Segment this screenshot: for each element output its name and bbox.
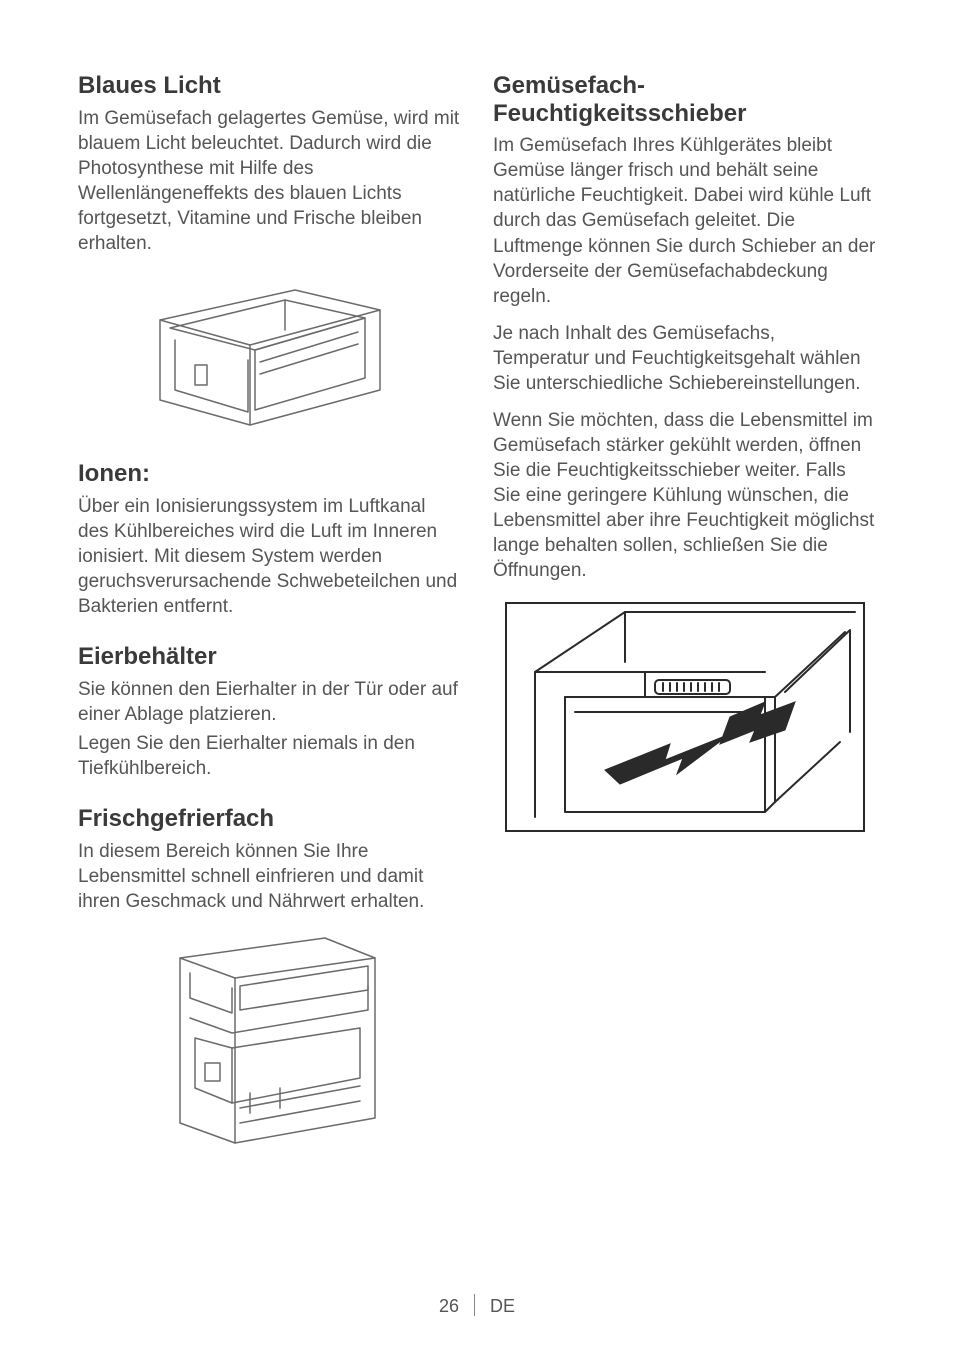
figure-humidity-slider xyxy=(493,602,876,832)
drawer-illustration-icon xyxy=(140,270,400,450)
figure-drawer-1 xyxy=(78,270,461,450)
humidity-slider-illustration-icon xyxy=(505,602,865,832)
heading-blaues-licht: Blaues Licht xyxy=(78,72,461,100)
footer-divider-icon xyxy=(474,1294,475,1316)
body-frischgefrierfach: In diesem Bereich können Sie Ihre Lebens… xyxy=(78,839,461,914)
heading-frischgefrierfach: Frischgefrierfach xyxy=(78,805,461,833)
body-blaues-licht: Im Gemüsefach gelagertes Gemüse, wird mi… xyxy=(78,106,461,256)
arrow-icon xyxy=(605,702,795,784)
left-column: Blaues Licht Im Gemüsefach gelagertes Ge… xyxy=(78,72,461,1158)
figure-freezer-compartment xyxy=(78,928,461,1148)
freezer-illustration-icon xyxy=(150,928,390,1148)
body-feuchtigkeitsschieber-1: Im Gemüsefach Ihres Kühlgerätes bleibt G… xyxy=(493,133,876,309)
heading-eierbehaelter: Eierbehälter xyxy=(78,643,461,671)
body-feuchtigkeitsschieber-3: Wenn Sie möchten, dass die Lebensmittel … xyxy=(493,408,876,584)
body-feuchtigkeitsschieber-2: Je nach Inhalt des Gemüsefachs, Temperat… xyxy=(493,321,876,396)
body-eierbehaelter-2: Legen Sie den Eierhalter niemals in den … xyxy=(78,731,461,781)
body-ionen: Über ein Ionisierungssystem im Luftkanal… xyxy=(78,494,461,619)
body-eierbehaelter-1: Sie können den Eierhalter in der Tür ode… xyxy=(78,677,461,727)
page-footer: 26 DE xyxy=(0,1296,954,1318)
page-language: DE xyxy=(490,1296,515,1316)
heading-ionen: Ionen: xyxy=(78,460,461,488)
page-number: 26 xyxy=(439,1296,459,1316)
heading-feuchtigkeitsschieber: Gemüsefach-Feuchtigkeitsschieber xyxy=(493,72,876,127)
right-column: Gemüsefach-Feuchtigkeitsschieber Im Gemü… xyxy=(493,72,876,1158)
